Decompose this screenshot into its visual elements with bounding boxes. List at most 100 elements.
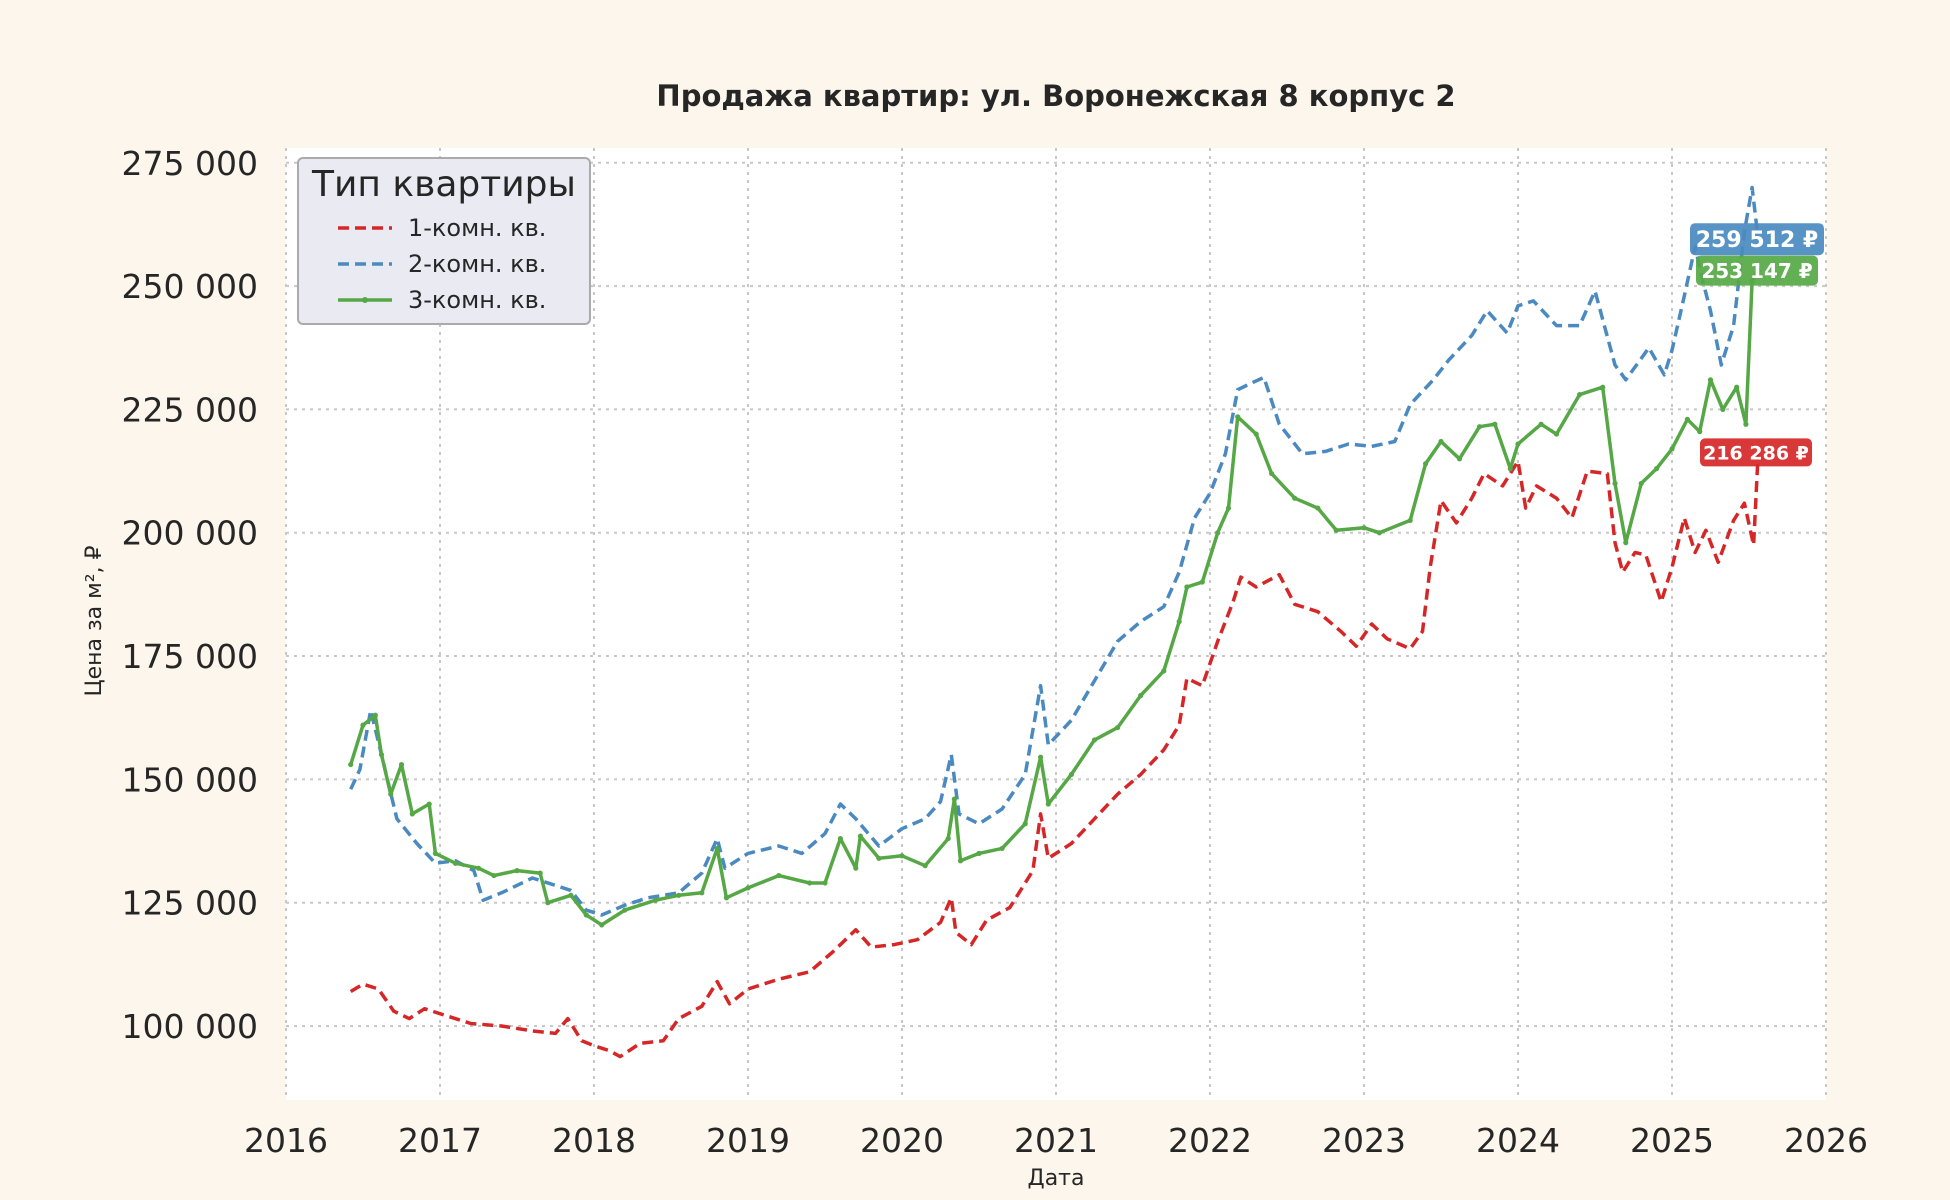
series-3-point [1407, 517, 1413, 524]
x-axis-label: Дата [1028, 1166, 1085, 1191]
end-label-box [1696, 255, 1818, 286]
end-label-3: 253 147 ₽ [1696, 255, 1818, 286]
end-label-2: 259 512 ₽ [1690, 223, 1824, 256]
series-3-point [1161, 668, 1167, 674]
end-label-box [1700, 438, 1812, 467]
x-tick-label: 2023 [1322, 1121, 1406, 1160]
series-3-point [723, 895, 730, 901]
series-3-point [1068, 771, 1074, 778]
x-tick-label: 2026 [1784, 1121, 1868, 1160]
series-3-point [1600, 384, 1606, 390]
series-3-point [1623, 540, 1629, 546]
end-label-box [1690, 223, 1824, 256]
legend-item-1: 1-комн. кв. [338, 214, 546, 242]
series-3-point [1577, 392, 1583, 398]
legend: Тип квартиры 1-комн. кв. 2-комн. кв. 3-к… [297, 157, 591, 325]
series-3-point [514, 868, 520, 874]
series-3-point [1697, 429, 1703, 435]
series-3-point [568, 892, 574, 898]
series-3-point [1199, 579, 1205, 585]
y-tick-label: 175 000 [122, 637, 258, 676]
legend-item-2: 2-комн. кв. [338, 250, 546, 278]
y-tick-label: 125 000 [122, 884, 258, 923]
series-3-point [745, 885, 751, 891]
series-3-point [491, 872, 497, 879]
series-3-point [1423, 461, 1429, 467]
y-tick-label: 150 000 [122, 760, 258, 799]
series-3-point [1515, 441, 1521, 447]
series-3-point [837, 835, 844, 842]
series-3-point [1476, 424, 1483, 430]
series-3-point [1734, 384, 1740, 390]
series-3-point [1184, 584, 1190, 590]
series-3-point [599, 922, 605, 928]
series-3-point [1743, 421, 1749, 427]
y-tick-label: 225 000 [122, 390, 258, 429]
y-tick-label: 275 000 [122, 144, 258, 183]
series-3-point [378, 752, 385, 758]
series-line-2 [349, 185, 1760, 917]
series-3-point [1638, 480, 1644, 487]
series-3-point [899, 853, 905, 859]
x-tick-label: 2021 [1014, 1121, 1098, 1160]
series-3-point [1720, 406, 1726, 413]
x-tick-label: 2016 [244, 1121, 328, 1160]
series-3-point [699, 890, 705, 896]
x-tick-label: 2018 [552, 1121, 636, 1160]
series-3-point [348, 761, 354, 768]
series-3-point [583, 912, 589, 918]
series-3-point [545, 900, 551, 906]
series-3-point [1707, 377, 1714, 383]
series-3-point [1376, 530, 1382, 536]
end-label-layer: 216 286 ₽ 259 512 ₽ 253 147 ₽ [1690, 223, 1824, 467]
y-tick-label: 200 000 [122, 514, 258, 553]
series-3-point [1612, 480, 1618, 487]
legend-marker-3 [362, 297, 368, 303]
x-tick-label: 2020 [860, 1121, 944, 1160]
chart-title: Продажа квартир: ул. Воронежская 8 корпу… [656, 79, 1455, 113]
series-3-point [1045, 801, 1051, 807]
legend-label-2: 2-комн. кв. [408, 250, 546, 278]
series-3-point [676, 892, 682, 898]
legend-label-1: 1-комн. кв. [408, 214, 546, 242]
series-3-point [1507, 466, 1513, 472]
series-3-point [409, 811, 415, 817]
series-3-point [999, 845, 1005, 852]
end-label-text: 259 512 ₽ [1696, 228, 1818, 253]
legend-label-3: 3-комн. кв. [408, 286, 546, 314]
series-3-point [1115, 724, 1121, 731]
series-3-point [537, 870, 543, 876]
legend-title: Тип квартиры [311, 164, 576, 205]
series-3-point [945, 835, 951, 842]
series-3-point [853, 865, 859, 871]
series-3-point [1138, 692, 1144, 699]
series-3-point [1292, 495, 1298, 501]
series-3-point [1492, 421, 1498, 427]
series-3-point [1333, 527, 1339, 533]
series-3-point [1253, 431, 1259, 437]
series-3-point [876, 855, 882, 861]
series-3-point [426, 801, 432, 807]
series-3-point [957, 858, 964, 864]
y-axis-label: Цена за м², ₽ [82, 545, 107, 696]
series-3-point [372, 712, 378, 718]
series-line-1 [349, 452, 1760, 1059]
series-3-point [1538, 421, 1544, 427]
series-3-point [1235, 414, 1241, 420]
series-3-point [1684, 416, 1690, 422]
series-3-point [388, 791, 394, 797]
series-3-point [1022, 821, 1028, 827]
series-3-point [776, 872, 782, 879]
series-3-point [951, 796, 957, 802]
x-tick-label: 2017 [398, 1121, 482, 1160]
series-3-point [1038, 754, 1044, 760]
end-label-text: 216 286 ₽ [1703, 442, 1809, 464]
series-3-point [976, 850, 982, 856]
x-tick-label: 2019 [706, 1121, 790, 1160]
series-3-point [653, 897, 659, 903]
end-label-1: 216 286 ₽ [1700, 438, 1812, 467]
series-3-point [452, 860, 458, 866]
series-3-point [922, 863, 928, 869]
